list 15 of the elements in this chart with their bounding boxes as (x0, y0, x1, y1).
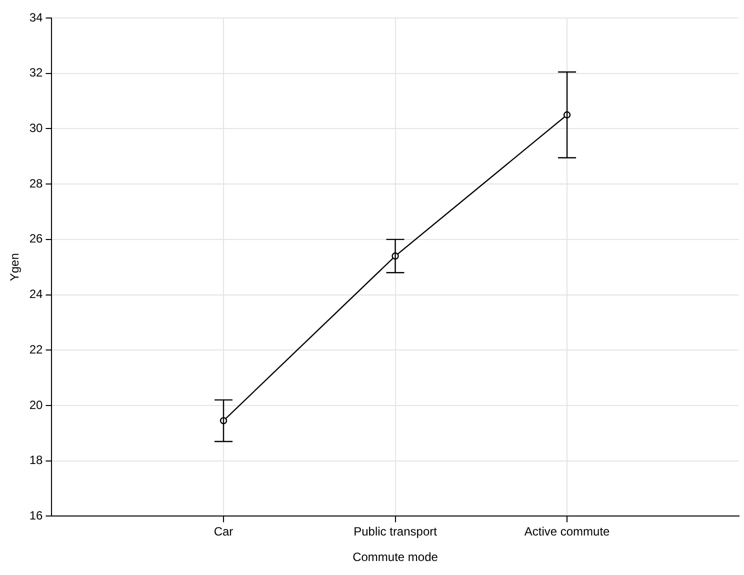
y-tick-label: 22 (29, 342, 44, 356)
y-tick-label: 16 (29, 508, 44, 523)
x-tick-label: Active commute (524, 524, 610, 539)
x-axis-title: Commute mode (352, 550, 438, 564)
y-tick-label: 30 (29, 121, 44, 136)
y-tick-label: 20 (29, 398, 44, 412)
y-tick-label: 34 (29, 10, 44, 24)
x-tick-label: Public transport (354, 524, 438, 539)
y-tick-label: 18 (29, 453, 44, 468)
y-tick-label: 32 (29, 66, 44, 80)
y-tick-label: 24 (29, 287, 44, 302)
y-tick-label: 28 (29, 176, 44, 190)
x-tick-label: Car (214, 524, 234, 539)
y-axis-title: Ygen (8, 253, 22, 282)
y-tick-label: 26 (29, 232, 44, 246)
